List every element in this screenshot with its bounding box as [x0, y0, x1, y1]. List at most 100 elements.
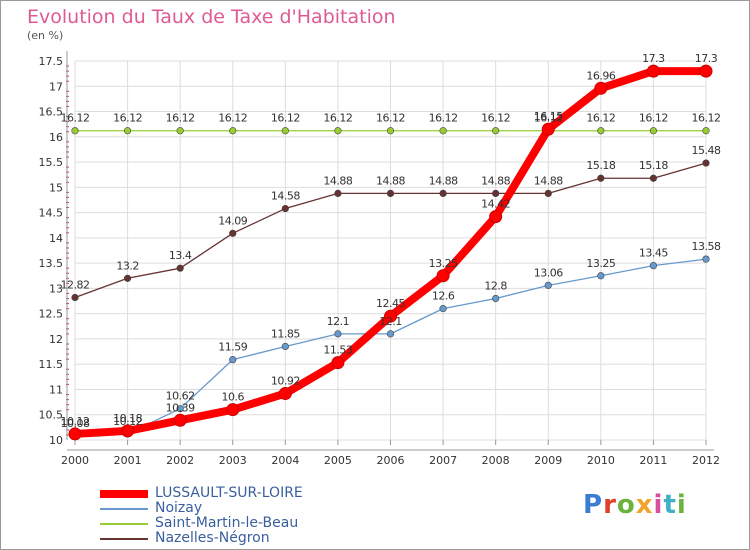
x-tick-label: 2001 [114, 454, 142, 467]
data-label: 12.82 [61, 278, 90, 291]
data-label: 15.48 [692, 144, 721, 157]
x-tick-label: 2007 [429, 454, 457, 467]
chart-title: Evolution du Taux de Taxe d'Habitation [27, 6, 396, 28]
data-point [278, 387, 292, 401]
data-label: 16.12 [534, 112, 563, 125]
data-label: 14.88 [376, 174, 405, 187]
data-label: 14.88 [481, 174, 510, 187]
data-point [702, 255, 710, 263]
logo-letter: r [603, 490, 617, 520]
legend-item: Noizay [100, 500, 400, 516]
y-tick-label: 17.5 [39, 55, 64, 68]
data-point [334, 127, 342, 135]
x-tick-label: 2002 [166, 454, 194, 467]
data-label: 14.42 [481, 198, 510, 211]
data-label: 12.1 [327, 315, 350, 328]
gridlines [74, 60, 707, 441]
data-point [492, 127, 500, 135]
data-point [123, 127, 132, 135]
x-tick-label: 2004 [271, 454, 299, 467]
data-point [492, 189, 500, 197]
data-label: 12.6 [432, 290, 455, 303]
data-label: 10.39 [166, 401, 195, 414]
legend-label: Saint-Martin-le-Beau [155, 515, 299, 531]
data-point [176, 127, 184, 135]
legend-label: LUSSAULT-SUR-LOIRE [155, 485, 303, 501]
x-tick-label: 2012 [692, 454, 720, 467]
legend-item: Nazelles-Négron [100, 530, 400, 546]
data-point [386, 189, 395, 197]
data-label: 16.12 [481, 112, 510, 125]
data-label: 16.12 [113, 112, 142, 125]
legend-swatch [100, 508, 148, 510]
data-label: 10.18 [113, 412, 142, 425]
data-point [492, 294, 500, 303]
data-label: 16.12 [218, 112, 247, 125]
data-label: 10.08 [61, 417, 90, 430]
x-tick-label: 2010 [587, 454, 615, 467]
y-tick-label: 14 [49, 232, 63, 245]
data-point [594, 81, 608, 95]
data-label: 11.53 [323, 344, 352, 357]
logo-letter: o [616, 490, 636, 520]
data-label: 11.59 [218, 341, 247, 354]
data-label: 13.2 [116, 259, 139, 272]
data-label: 13.06 [534, 266, 563, 279]
data-label: 16.12 [586, 112, 615, 125]
data-label: 16.12 [271, 112, 300, 125]
data-label: 16.12 [639, 112, 668, 125]
logo-letter: i [676, 490, 687, 520]
data-point [541, 122, 555, 136]
data-label: 11.85 [271, 328, 300, 341]
data-point [331, 356, 345, 370]
data-point [173, 413, 187, 427]
logo-letter: i [653, 490, 664, 520]
x-tick-label: 2011 [639, 454, 667, 467]
y-tick-label: 16.5 [39, 106, 64, 119]
data-label: 16.12 [376, 112, 405, 125]
data-point [384, 309, 397, 323]
data-label: 14.88 [429, 174, 458, 187]
data-point [702, 127, 710, 135]
data-label: 16.96 [586, 69, 615, 82]
data-point [597, 272, 605, 280]
data-point [649, 262, 658, 270]
data-point [71, 127, 79, 135]
data-point [176, 405, 184, 413]
data-point [71, 293, 79, 302]
data-point [229, 127, 237, 135]
legend-item: LUSSAULT-SUR-LOIRE [100, 485, 400, 501]
data-label: 13.58 [692, 240, 721, 253]
data-label: 14.09 [218, 214, 247, 227]
y-tick-label: 11.5 [39, 358, 64, 371]
data-label: 17.3 [642, 52, 665, 65]
x-tick-label: 2006 [377, 454, 405, 467]
y-tick-label: 10.5 [39, 409, 64, 422]
x-tick-label: 2003 [219, 454, 247, 467]
legend: LUSSAULT-SUR-LOIRE Noizay Saint-Martin-le-… [100, 485, 400, 546]
data-label: 13.25 [586, 257, 615, 270]
legend-swatch [100, 523, 148, 525]
legend-swatch [100, 490, 148, 498]
data-label: 16.15 [534, 110, 563, 123]
data-point [229, 229, 237, 237]
data-point [281, 342, 289, 351]
y-tick-label: 13.5 [39, 257, 64, 270]
data-point [597, 127, 605, 135]
data-labels: 10.12 10.1810.3910.610.9211.5312.4513.251… [61, 52, 722, 430]
data-point [649, 127, 658, 135]
data-label: 10.12 [61, 415, 90, 428]
data-point [439, 127, 447, 135]
data-point [489, 210, 503, 224]
data-label: 13.25 [429, 257, 458, 270]
y-tick-label: 10 [49, 434, 63, 447]
data-point [334, 189, 342, 197]
data-point [439, 305, 447, 313]
data-label: 16.12 [323, 112, 352, 125]
data-label: 10.6 [222, 391, 245, 404]
y-tick-label: 12 [49, 333, 63, 346]
data-label: 12.8 [484, 280, 507, 293]
data-label: 15.18 [639, 159, 668, 172]
data-label: 16.12 [166, 112, 195, 125]
